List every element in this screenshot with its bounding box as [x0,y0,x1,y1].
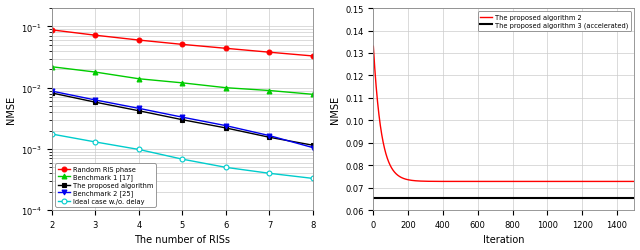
Benchmark 1 [17] [309,94,317,96]
The proposed algorithm [92,101,99,104]
Line: Random RIS phase: Random RIS phase [49,28,316,59]
Y-axis label: NMSE: NMSE [6,96,15,124]
Benchmark 2 [25] [179,116,186,119]
Line: Benchmark 1 [17]: Benchmark 1 [17] [49,65,316,97]
The proposed algorithm [309,144,317,147]
The proposed algorithm [266,136,273,139]
Legend: Random RIS phase, Benchmark 1 [17], The proposed algorithm, Benchmark 2 [25], Id: Random RIS phase, Benchmark 1 [17], The … [55,164,156,207]
The proposed algorithm [179,119,186,122]
Random RIS phase [222,48,230,50]
X-axis label: The number of RISs: The number of RISs [134,234,230,244]
Random RIS phase [179,44,186,47]
Benchmark 2 [25] [309,146,317,150]
Random RIS phase [135,40,143,42]
Benchmark 1 [17] [266,90,273,93]
Benchmark 1 [17] [92,71,99,74]
Benchmark 1 [17] [222,87,230,90]
X-axis label: Iteration: Iteration [483,234,525,244]
Ideal case w./o. delay [222,166,230,169]
Benchmark 2 [25] [135,108,143,110]
Line: Ideal case w./o. delay: Ideal case w./o. delay [49,132,316,181]
The proposed algorithm 2 [481,180,488,183]
Line: Benchmark 2 [25]: Benchmark 2 [25] [49,89,316,150]
Legend: The proposed algorithm 2, The proposed algorithm 3 (accelerated): The proposed algorithm 2, The proposed a… [477,12,631,32]
Ideal case w./o. delay [309,177,317,180]
Benchmark 1 [17] [135,78,143,81]
The proposed algorithm 2 [630,180,638,183]
Benchmark 2 [25] [222,125,230,128]
Ideal case w./o. delay [135,148,143,152]
Random RIS phase [48,29,56,32]
The proposed algorithm 2 [369,46,377,48]
The proposed algorithm 2 [470,180,477,183]
Ideal case w./o. delay [179,158,186,161]
Line: The proposed algorithm 2: The proposed algorithm 2 [373,47,634,182]
Line: The proposed algorithm: The proposed algorithm [49,91,316,148]
The proposed algorithm 2 [399,177,407,180]
Random RIS phase [309,55,317,58]
The proposed algorithm [48,92,56,95]
Benchmark 2 [25] [48,90,56,93]
Benchmark 1 [17] [48,66,56,69]
The proposed algorithm [135,110,143,113]
Ideal case w./o. delay [92,141,99,144]
The proposed algorithm 2 [625,180,633,183]
The proposed algorithm 2 [630,180,638,183]
Random RIS phase [266,52,273,54]
Benchmark 2 [25] [92,99,99,102]
The proposed algorithm [222,127,230,130]
Y-axis label: NMSE: NMSE [330,96,340,124]
Benchmark 1 [17] [179,82,186,85]
Ideal case w./o. delay [48,133,56,136]
The proposed algorithm 2 [597,180,605,183]
The proposed algorithm 2 [415,180,422,183]
Ideal case w./o. delay [266,172,273,175]
Benchmark 2 [25] [266,134,273,138]
Random RIS phase [92,34,99,37]
